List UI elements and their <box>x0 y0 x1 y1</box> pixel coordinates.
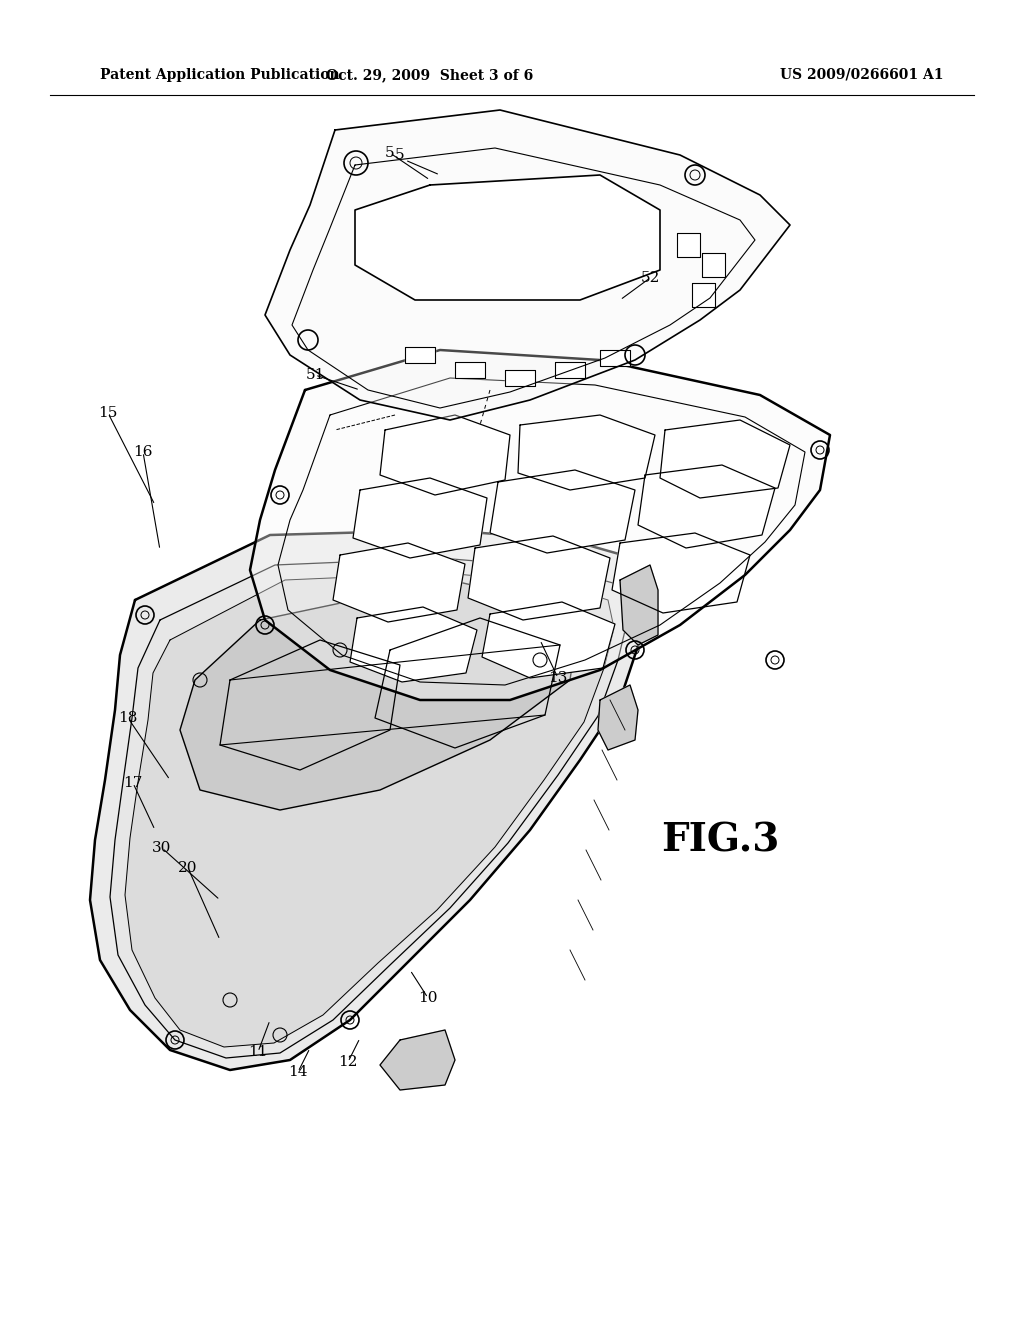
Text: FIG.3: FIG.3 <box>660 821 779 859</box>
Text: 51: 51 <box>305 368 325 381</box>
Polygon shape <box>660 420 790 498</box>
Text: Oct. 29, 2009  Sheet 3 of 6: Oct. 29, 2009 Sheet 3 of 6 <box>327 69 534 82</box>
Text: 5: 5 <box>385 147 395 160</box>
Text: 11: 11 <box>248 1045 267 1059</box>
Polygon shape <box>90 531 650 1071</box>
Text: 13: 13 <box>548 671 567 685</box>
Text: 18: 18 <box>119 711 137 725</box>
Polygon shape <box>380 1030 455 1090</box>
Text: Patent Application Publication: Patent Application Publication <box>100 69 340 82</box>
Polygon shape <box>468 536 610 620</box>
Polygon shape <box>125 573 614 1047</box>
Text: 52: 52 <box>640 271 659 285</box>
Polygon shape <box>702 253 725 277</box>
Text: 10: 10 <box>418 991 437 1005</box>
Text: 16: 16 <box>133 445 153 459</box>
Polygon shape <box>600 350 630 366</box>
Polygon shape <box>505 370 535 385</box>
Polygon shape <box>677 234 700 257</box>
Polygon shape <box>353 478 487 558</box>
Text: 12: 12 <box>338 1055 357 1069</box>
Polygon shape <box>518 414 655 490</box>
Text: 14: 14 <box>288 1065 308 1078</box>
Polygon shape <box>110 558 628 1059</box>
Polygon shape <box>455 362 485 378</box>
Text: 17: 17 <box>123 776 142 789</box>
Text: 30: 30 <box>153 841 172 855</box>
Text: 15: 15 <box>98 407 118 420</box>
Text: US 2009/0266601 A1: US 2009/0266601 A1 <box>780 69 943 82</box>
Polygon shape <box>180 579 580 810</box>
Polygon shape <box>355 176 660 300</box>
Polygon shape <box>380 414 510 495</box>
Polygon shape <box>490 470 635 553</box>
Polygon shape <box>620 565 658 645</box>
Polygon shape <box>598 685 638 750</box>
Polygon shape <box>612 533 750 612</box>
Polygon shape <box>265 110 790 420</box>
Polygon shape <box>250 350 830 700</box>
Polygon shape <box>333 543 465 622</box>
Polygon shape <box>406 347 435 363</box>
Text: 20: 20 <box>178 861 198 875</box>
Polygon shape <box>555 362 585 378</box>
Polygon shape <box>638 465 775 548</box>
Text: 5: 5 <box>395 148 404 162</box>
Polygon shape <box>692 282 715 308</box>
Polygon shape <box>482 602 615 678</box>
Polygon shape <box>350 607 477 682</box>
